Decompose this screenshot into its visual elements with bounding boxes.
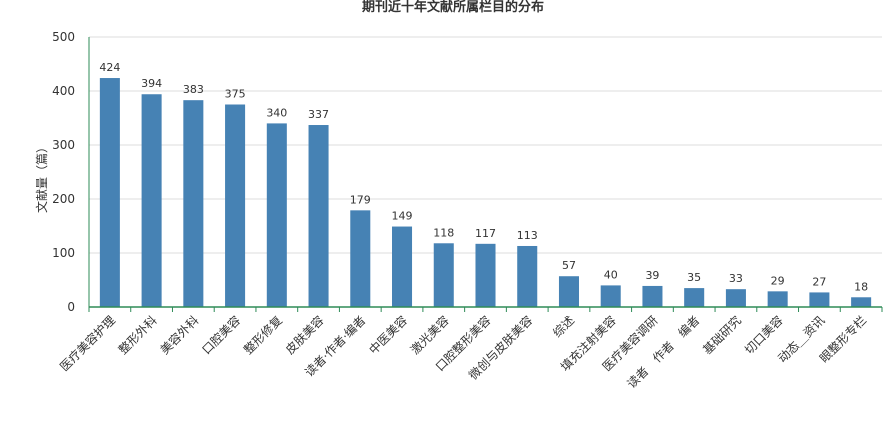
- y-axis-title: 文献量（篇）: [34, 141, 49, 213]
- y-tick-label: 500: [52, 30, 75, 44]
- bar: [141, 94, 162, 308]
- x-tick-label: 美容外科: [157, 313, 202, 358]
- bar: [517, 245, 538, 307]
- data-label: 39: [645, 269, 659, 282]
- bar: [809, 292, 830, 307]
- data-label: 340: [266, 106, 287, 119]
- data-label: 113: [517, 229, 538, 242]
- data-label: 375: [225, 88, 246, 101]
- bar: [308, 125, 329, 308]
- bar: [851, 297, 872, 307]
- data-labels: 424 394 383 375 340 337 179 149 118 117 113 57 40 39 3…: [99, 61, 868, 293]
- x-tick-label: 整形外科: [115, 313, 160, 358]
- bar: [225, 104, 246, 307]
- x-tick-label: 基础研究: [699, 313, 744, 358]
- data-label: 57: [562, 259, 576, 272]
- x-tick-label: 医疗美容护理: [56, 313, 118, 375]
- data-label: 33: [729, 272, 743, 285]
- data-label: 149: [392, 210, 413, 223]
- data-label: 29: [771, 274, 785, 287]
- data-label: 35: [687, 271, 701, 284]
- data-label: 27: [812, 275, 826, 288]
- bar: [392, 226, 413, 307]
- x-tick-label: 综述: [550, 313, 577, 340]
- data-label: 394: [141, 77, 162, 90]
- data-label: 18: [854, 280, 868, 293]
- y-axis: 0 100 200 300 400 500: [52, 30, 90, 314]
- y-tick-label: 300: [52, 138, 75, 152]
- bar: [183, 100, 204, 308]
- bar: [767, 291, 788, 307]
- bar: [350, 210, 371, 307]
- data-label: 117: [475, 227, 496, 240]
- y-tick-label: 200: [52, 192, 75, 206]
- x-tick-label: 口腔美容: [199, 313, 244, 358]
- chart-title: 期刊近十年文献所属栏目的分布: [362, 0, 544, 15]
- bar: [600, 285, 621, 307]
- x-tick-label: 读者 作者 编者: [624, 313, 702, 391]
- y-tick-label: 100: [52, 246, 75, 260]
- x-tick-label: 中医美容: [366, 313, 411, 358]
- bar: [558, 276, 579, 307]
- data-label: 40: [604, 268, 618, 281]
- y-tick-label: 0: [67, 300, 75, 314]
- bar: [642, 285, 663, 307]
- data-label: 337: [308, 108, 329, 121]
- gridlines: [89, 36, 882, 254]
- bar: [99, 78, 120, 307]
- bar: [433, 243, 454, 307]
- bar: [475, 243, 496, 307]
- x-axis: 医疗美容护理整形外科美容外科口腔美容整形修复皮肤美容读者·作者·编者中医美容激光…: [56, 306, 883, 391]
- y-tick-label: 400: [52, 84, 75, 98]
- bar: [266, 123, 287, 308]
- x-tick-label: 整形修复: [240, 313, 285, 358]
- bar: [684, 288, 705, 307]
- data-label: 383: [183, 83, 204, 96]
- data-label: 118: [433, 226, 454, 239]
- data-label: 179: [350, 193, 371, 206]
- data-label: 424: [99, 61, 120, 74]
- bar: [725, 289, 746, 307]
- bars: [99, 78, 872, 308]
